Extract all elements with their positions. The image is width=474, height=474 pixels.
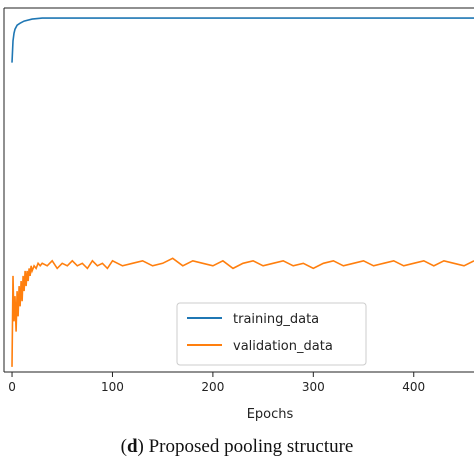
figure-caption: (d) Proposed pooling structure: [120, 436, 354, 457]
x-tick-label: 0: [8, 380, 16, 394]
x-axis-label: Epochs: [247, 407, 294, 422]
x-axis-ticks: 0 100 200 300 400: [8, 372, 425, 394]
legend-box: [176, 302, 367, 366]
legend: training_data validation_data: [176, 302, 367, 366]
x-tick-label: 200: [201, 380, 224, 394]
x-tick-label: 300: [302, 380, 325, 394]
series-line-training-data: [11, 17, 474, 63]
caption-letter: d: [126, 436, 138, 457]
series-line-validation-data: [11, 257, 474, 367]
caption-text: Proposed pooling structure: [148, 436, 354, 457]
x-tick-label: 400: [402, 380, 425, 394]
legend-label-validation-data: validation_data: [233, 339, 333, 354]
x-tick-label: 100: [101, 380, 124, 394]
line-chart: 0 100 200 300 400 Epochs training_data valid…: [3, 7, 474, 422]
plot-area: [11, 17, 474, 367]
axes-frame: [3, 7, 474, 373]
legend-label-training-data: training_data: [233, 312, 319, 327]
